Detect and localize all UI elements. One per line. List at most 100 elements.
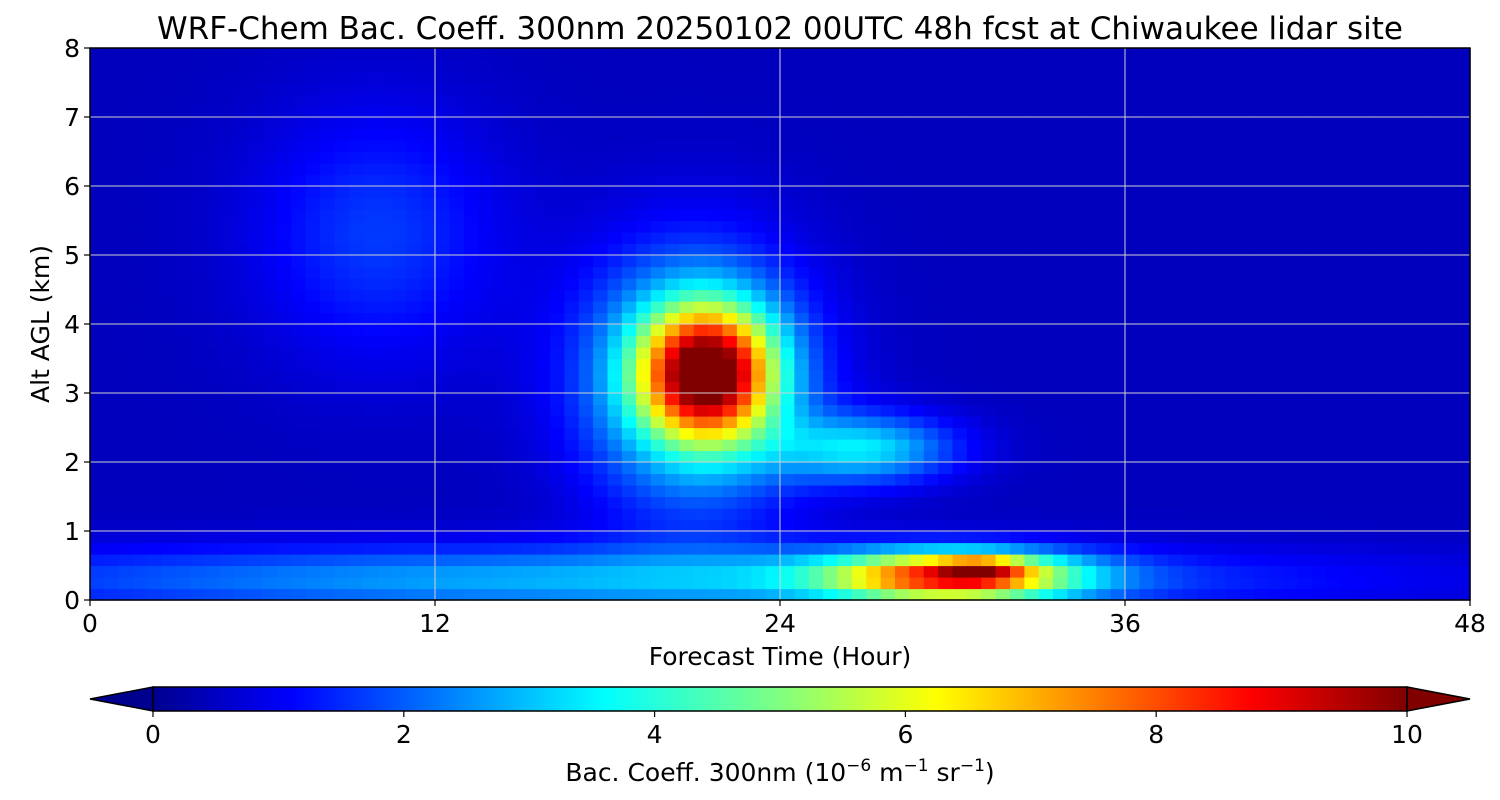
heatmap-cell xyxy=(952,393,968,406)
heatmap-cell xyxy=(1297,554,1313,567)
heatmap-cell xyxy=(550,370,565,383)
heatmap-cell xyxy=(320,289,335,302)
heatmap-cell xyxy=(895,588,910,601)
heatmap-cell xyxy=(1196,324,1212,337)
heatmap-cell xyxy=(1383,347,1399,360)
heatmap-cell xyxy=(118,255,134,268)
heatmap-cell xyxy=(391,59,407,72)
heatmap-cell xyxy=(751,220,767,233)
heatmap-cell xyxy=(320,186,335,199)
heatmap-cell xyxy=(1110,542,1126,555)
heatmap-cell xyxy=(233,243,249,256)
colorbar-label: Bac. Coeff. 300nm (10−6 m−1 sr−1) xyxy=(565,756,994,787)
heatmap-cell xyxy=(1369,105,1385,118)
heatmap-cell xyxy=(909,209,925,222)
heatmap-cell xyxy=(320,220,335,233)
heatmap-cell xyxy=(1426,105,1442,118)
heatmap-cell xyxy=(1412,439,1428,452)
heatmap-cell xyxy=(708,588,724,601)
heatmap-cell xyxy=(420,462,436,475)
heatmap-cell xyxy=(1139,117,1155,130)
heatmap-cell xyxy=(90,531,105,544)
heatmap-cell xyxy=(938,554,954,567)
heatmap-cell xyxy=(1283,462,1299,475)
heatmap-cell xyxy=(823,473,839,486)
heatmap-cell xyxy=(133,197,149,210)
heatmap-cell xyxy=(521,508,537,521)
heatmap-cell xyxy=(1196,358,1212,371)
heatmap-cell xyxy=(621,94,637,107)
heatmap-cell xyxy=(1311,450,1327,463)
heatmap-cell xyxy=(161,588,177,601)
heatmap-cell xyxy=(320,439,335,452)
heatmap-cell xyxy=(665,462,680,475)
heatmap-cell xyxy=(1024,71,1040,84)
heatmap-cell xyxy=(176,577,192,590)
heatmap-cell xyxy=(923,105,939,118)
heatmap-cell xyxy=(564,473,580,486)
heatmap-cell xyxy=(276,255,292,268)
heatmap-cell xyxy=(794,519,810,532)
heatmap-cell xyxy=(262,94,278,107)
heatmap-cell xyxy=(463,174,479,187)
heatmap-cell xyxy=(780,335,795,348)
heatmap-cell xyxy=(248,140,264,153)
heatmap-cell xyxy=(564,531,580,544)
heatmap-cell xyxy=(248,301,264,314)
heatmap-cell xyxy=(147,71,163,84)
heatmap-cell xyxy=(693,71,709,84)
heatmap-cell xyxy=(1398,427,1414,440)
heatmap-cell xyxy=(391,151,407,164)
heatmap-cell xyxy=(363,82,379,95)
heatmap-cell xyxy=(794,301,810,314)
heatmap-cell xyxy=(463,82,479,95)
heatmap-cell xyxy=(736,117,752,130)
heatmap-cell xyxy=(866,220,882,233)
heatmap-cell xyxy=(751,324,767,337)
heatmap-cell xyxy=(420,416,436,429)
heatmap-cell xyxy=(104,312,120,325)
heatmap-cell xyxy=(780,404,795,417)
heatmap-cell xyxy=(780,427,795,440)
heatmap-cell xyxy=(90,324,105,337)
heatmap-cell xyxy=(981,358,997,371)
heatmap-cell xyxy=(1038,197,1054,210)
heatmap-cell xyxy=(1182,105,1198,118)
heatmap-cell xyxy=(837,393,853,406)
heatmap-cell xyxy=(291,232,307,245)
heatmap-cell xyxy=(1110,393,1126,406)
heatmap-cell xyxy=(1426,255,1442,268)
heatmap-cell xyxy=(463,209,479,222)
heatmap-cell xyxy=(449,577,465,590)
heatmap-cell xyxy=(1254,554,1270,567)
heatmap-cell xyxy=(1283,232,1299,245)
heatmap-cell xyxy=(1010,59,1025,72)
heatmap-cell xyxy=(679,565,695,578)
heatmap-cell xyxy=(981,117,997,130)
heatmap-cell xyxy=(981,82,997,95)
heatmap-cell xyxy=(1340,151,1356,164)
heatmap-cell xyxy=(363,140,379,153)
heatmap-cell xyxy=(1340,255,1356,268)
heatmap-cell xyxy=(1283,565,1299,578)
heatmap-cell xyxy=(981,462,997,475)
heatmap-cell xyxy=(1153,174,1169,187)
heatmap-cell xyxy=(1053,393,1069,406)
heatmap-cell xyxy=(1010,312,1025,325)
heatmap-cell xyxy=(938,128,954,141)
heatmap-cell xyxy=(1024,393,1040,406)
heatmap-cell xyxy=(320,59,335,72)
heatmap-cell xyxy=(1182,289,1198,302)
heatmap-cell xyxy=(722,542,738,555)
heatmap-cell xyxy=(966,255,982,268)
heatmap-cell xyxy=(1398,347,1414,360)
heatmap-cell xyxy=(1182,197,1198,210)
heatmap-cell xyxy=(966,381,982,394)
heatmap-cell xyxy=(564,94,580,107)
heatmap-cell xyxy=(909,278,925,291)
heatmap-cell xyxy=(1211,278,1227,291)
heatmap-cell xyxy=(837,289,853,302)
heatmap-cell xyxy=(909,163,925,176)
heatmap-cell xyxy=(348,485,364,498)
heatmap-cell xyxy=(693,289,709,302)
